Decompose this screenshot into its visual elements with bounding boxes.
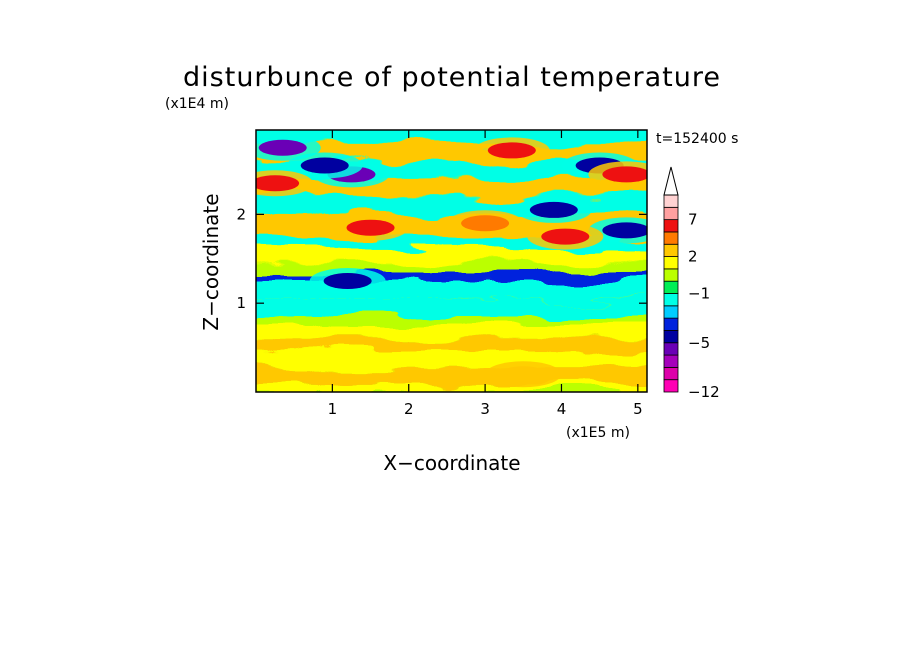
colorbar-segment <box>663 231 679 245</box>
feature-core <box>461 215 510 232</box>
colorbar: −12−5−127 <box>663 166 720 401</box>
y-axis-label: Z−coordinate <box>199 193 223 330</box>
feature-core <box>346 219 395 236</box>
colorbar-label: −12 <box>688 383 720 401</box>
field-band <box>256 196 647 215</box>
feature-core <box>541 228 590 245</box>
colorbar-label: 7 <box>688 211 698 229</box>
x-tick-label: 4 <box>557 400 567 418</box>
x-tick-label: 5 <box>633 400 643 418</box>
field-band <box>256 367 647 385</box>
field-band <box>256 352 647 368</box>
colorbar-segment <box>663 243 679 257</box>
x-tick-label: 2 <box>404 400 414 418</box>
colorbar-segment <box>663 330 679 344</box>
field-band <box>256 316 647 326</box>
feature-core <box>529 201 578 218</box>
field-band <box>256 263 647 274</box>
colorbar-segment <box>663 194 679 208</box>
colorbar-segment <box>663 219 679 233</box>
field-band <box>256 249 647 264</box>
field-band <box>256 338 647 353</box>
feature-core <box>300 157 349 174</box>
field-band <box>256 273 647 281</box>
time-label: t=152400 s <box>656 131 738 147</box>
field-band <box>256 130 647 144</box>
x-tick-label: 1 <box>328 400 338 418</box>
colorbar-segment <box>663 280 679 294</box>
plot-frame <box>255 129 648 393</box>
feature-core <box>602 166 647 183</box>
colorbar-segment <box>663 206 679 221</box>
field-band <box>256 384 647 392</box>
y-axis: 12 <box>236 205 647 312</box>
colorbar-label: 2 <box>688 248 698 266</box>
feature-core <box>602 222 647 239</box>
colorbar-segment <box>663 366 679 381</box>
colorbar-segment <box>663 256 679 270</box>
feature-core <box>256 175 300 192</box>
colorbar-label: −5 <box>688 334 710 352</box>
field-band <box>256 143 647 162</box>
colorbar-segment <box>663 268 679 282</box>
chart-title: disturbunce of potential temperature <box>183 62 721 93</box>
colorbar-segment <box>663 342 679 356</box>
colorbar-segment <box>663 305 679 319</box>
colorbar-segment <box>663 317 679 331</box>
y-tick-label: 1 <box>236 294 246 312</box>
colorbar-segment <box>663 293 679 307</box>
field-band <box>256 325 647 339</box>
feature-core <box>499 366 548 383</box>
field-band <box>256 280 647 299</box>
colorbar-segment <box>663 354 679 368</box>
feature-core <box>323 272 372 289</box>
x-unit-label: (x1E5 m) <box>566 425 630 441</box>
feature-core <box>258 139 307 156</box>
colorbar-label: −1 <box>688 285 710 303</box>
x-axis-label: X−coordinate <box>383 451 520 475</box>
colorbar-segment <box>663 379 679 393</box>
contour-features <box>256 134 647 388</box>
feature-core <box>487 142 536 159</box>
x-tick-label: 3 <box>480 400 490 418</box>
colorbar-extend-arrow <box>663 166 679 196</box>
y-unit-label: (x1E4 m) <box>165 96 229 112</box>
x-axis: 1 2 3 4 5 <box>328 130 643 418</box>
y-tick-label: 2 <box>236 205 246 223</box>
field-band <box>256 298 647 317</box>
